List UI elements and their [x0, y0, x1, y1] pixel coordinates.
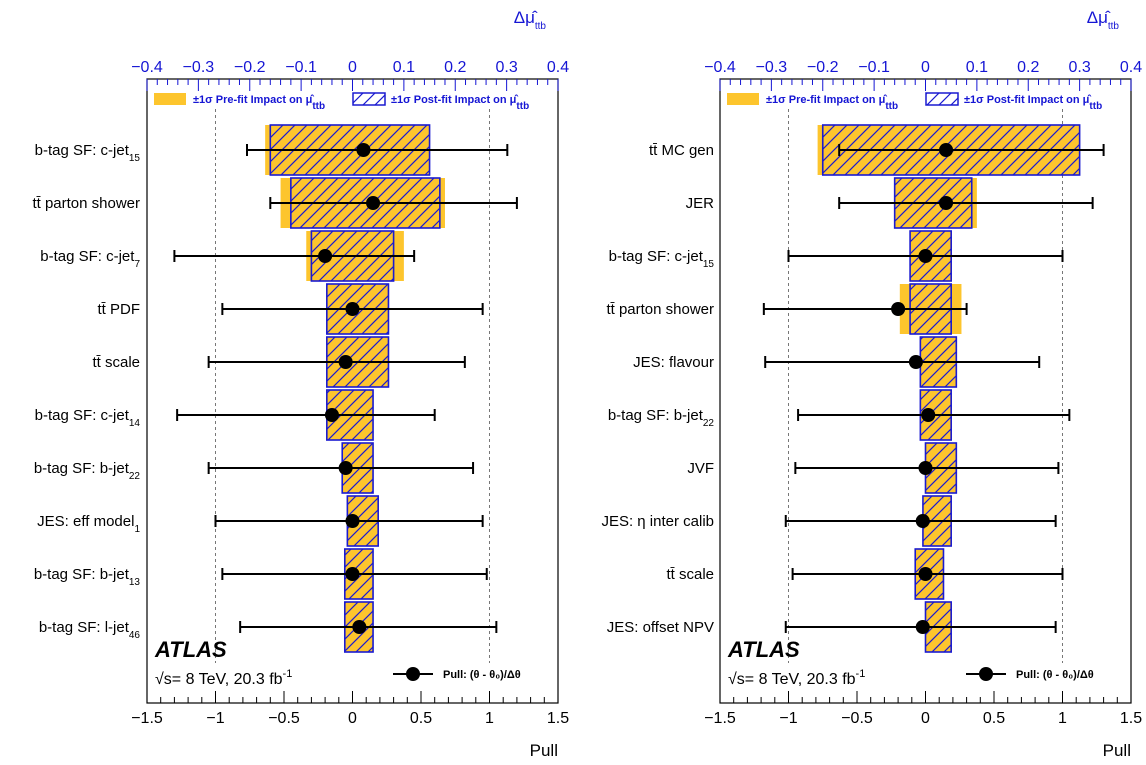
- pull-point: [918, 567, 933, 581]
- legend-pull-label: Pull: (θ - θ₀)/Δθ: [1016, 669, 1094, 681]
- top-tick-label: 0: [921, 59, 930, 76]
- parameter-label: JES: η inter calib: [601, 513, 714, 530]
- top-tick-label: −0.4: [131, 59, 163, 76]
- parameter-label: JER: [686, 195, 715, 212]
- pull-point: [345, 567, 360, 581]
- top-tick-label: 0.1: [966, 59, 988, 76]
- parameter-label: tt̄ parton shower: [606, 301, 714, 318]
- parameter-label: b-tag SF: b-jet13: [34, 566, 141, 588]
- parameter-label: b-tag SF: b-jet22: [608, 407, 715, 429]
- parameter-label: b-tag SF: c-jet15: [35, 142, 141, 164]
- top-tick-label: 0.2: [1017, 59, 1039, 76]
- x-tick-label: −1.5: [704, 710, 736, 727]
- top-axis-title: Δμ̂ttb: [1087, 8, 1120, 32]
- pull-point: [345, 514, 360, 528]
- x-tick-label: −0.5: [841, 710, 873, 727]
- top-tick-label: 0.1: [393, 59, 415, 76]
- parameter-label: b-tag SF: c-jet7: [40, 248, 140, 270]
- ranking-panel-left: −1.5 −1 −0.5 0 0.5 1 1.5 Pull −0.4 −0.3 −0.2 −0.1 0 0…: [32, 8, 569, 760]
- energy-lumi-label: √s= 8 TeV, 20.3 fb-1: [155, 668, 292, 688]
- legend-pull-label: Pull: (θ - θ₀)/Δθ: [443, 669, 521, 681]
- parameter-label: b-tag SF: b-jet22: [34, 460, 141, 482]
- pull-point: [366, 196, 381, 210]
- parameter-label: tt̄ MC gen: [649, 142, 714, 159]
- pull-point: [891, 302, 906, 316]
- pull-point: [915, 620, 930, 634]
- x-tick-label: −1: [779, 710, 797, 727]
- pull-point: [918, 249, 933, 263]
- top-tick-label: −0.2: [234, 59, 266, 76]
- legend-postfit-label: ±1σ Post-fit Impact on μ̂ttb: [964, 94, 1102, 112]
- x-tick-label: 0: [348, 710, 357, 727]
- legend-pull-marker: [979, 667, 993, 681]
- x-tick-label: 1: [485, 710, 494, 727]
- top-tick-label: 0: [348, 59, 357, 76]
- parameter-label: tt̄ scale: [92, 354, 140, 371]
- experiment-label: ATLAS: [727, 637, 800, 662]
- top-tick-label: −0.1: [285, 59, 317, 76]
- pull-point: [338, 355, 353, 369]
- pull-point: [318, 249, 333, 263]
- legend-postfit-swatch: [925, 92, 959, 106]
- pull-point: [345, 302, 360, 316]
- parameter-label: JVF: [687, 460, 714, 477]
- legend-prefit-swatch: [154, 93, 186, 105]
- ranking-panel-right: −1.5 −1 −0.5 0 0.5 1 1.5 Pull −0.4 −0.3 −0.2 −0.1 0 0…: [601, 8, 1142, 760]
- parameter-label: b-tag SF: l-jet46: [39, 619, 141, 641]
- legend-prefit-label: ±1σ Pre-fit Impact on μ̂ttb: [193, 94, 325, 112]
- top-tick-label: −0.1: [858, 59, 890, 76]
- parameter-label: tt̄ parton shower: [32, 195, 140, 212]
- pull-point: [939, 143, 954, 157]
- x-tick-label: −0.5: [268, 710, 300, 727]
- legend-postfit-label: ±1σ Post-fit Impact on μ̂ttb: [391, 94, 529, 112]
- top-tick-label: −0.4: [704, 59, 736, 76]
- parameter-label: JES: eff model1: [37, 513, 140, 535]
- top-tick-label: 0.2: [444, 59, 466, 76]
- pull-point: [352, 620, 367, 634]
- top-axis-title: Δμ̂ttb: [514, 8, 547, 32]
- legend-prefit-swatch: [727, 93, 759, 105]
- top-tick-label: −0.3: [183, 59, 215, 76]
- parameter-label: JES: offset NPV: [607, 619, 714, 636]
- x-tick-label: 1.5: [1120, 710, 1142, 727]
- x-tick-label: −1.5: [131, 710, 163, 727]
- parameter-label: tt̄ PDF: [97, 301, 140, 318]
- top-tick-label: 0.4: [1120, 59, 1142, 76]
- top-tick-label: 0.3: [1069, 59, 1091, 76]
- legend-pull-marker: [406, 667, 420, 681]
- top-tick-label: 0.4: [547, 59, 569, 76]
- legend-prefit-label: ±1σ Pre-fit Impact on μ̂ttb: [766, 94, 898, 112]
- x-tick-label: 0.5: [983, 710, 1005, 727]
- pull-point: [356, 143, 371, 157]
- top-tick-label: 0.3: [496, 59, 518, 76]
- x-tick-label: 0: [921, 710, 930, 727]
- x-axis-title: Pull: [1103, 741, 1131, 760]
- pull-point: [918, 461, 933, 475]
- parameter-label: b-tag SF: c-jet14: [35, 407, 141, 429]
- parameter-label: b-tag SF: c-jet15: [609, 248, 715, 270]
- pull-point: [324, 408, 339, 422]
- energy-lumi-label: √s= 8 TeV, 20.3 fb-1: [728, 668, 865, 688]
- pull-point: [921, 408, 936, 422]
- pull-point: [915, 514, 930, 528]
- top-tick-label: −0.3: [756, 59, 788, 76]
- x-axis-title: Pull: [530, 741, 558, 760]
- parameter-label: tt̄ scale: [666, 566, 714, 583]
- x-tick-label: −1: [206, 710, 224, 727]
- x-tick-label: 1.5: [547, 710, 569, 727]
- x-tick-label: 0.5: [410, 710, 432, 727]
- pull-point: [908, 355, 923, 369]
- pull-point: [338, 461, 353, 475]
- top-tick-label: −0.2: [807, 59, 839, 76]
- parameter-label: JES: flavour: [633, 354, 714, 371]
- pull-point: [939, 196, 954, 210]
- legend-postfit-swatch: [352, 92, 386, 106]
- experiment-label: ATLAS: [154, 637, 227, 662]
- x-tick-label: 1: [1058, 710, 1067, 727]
